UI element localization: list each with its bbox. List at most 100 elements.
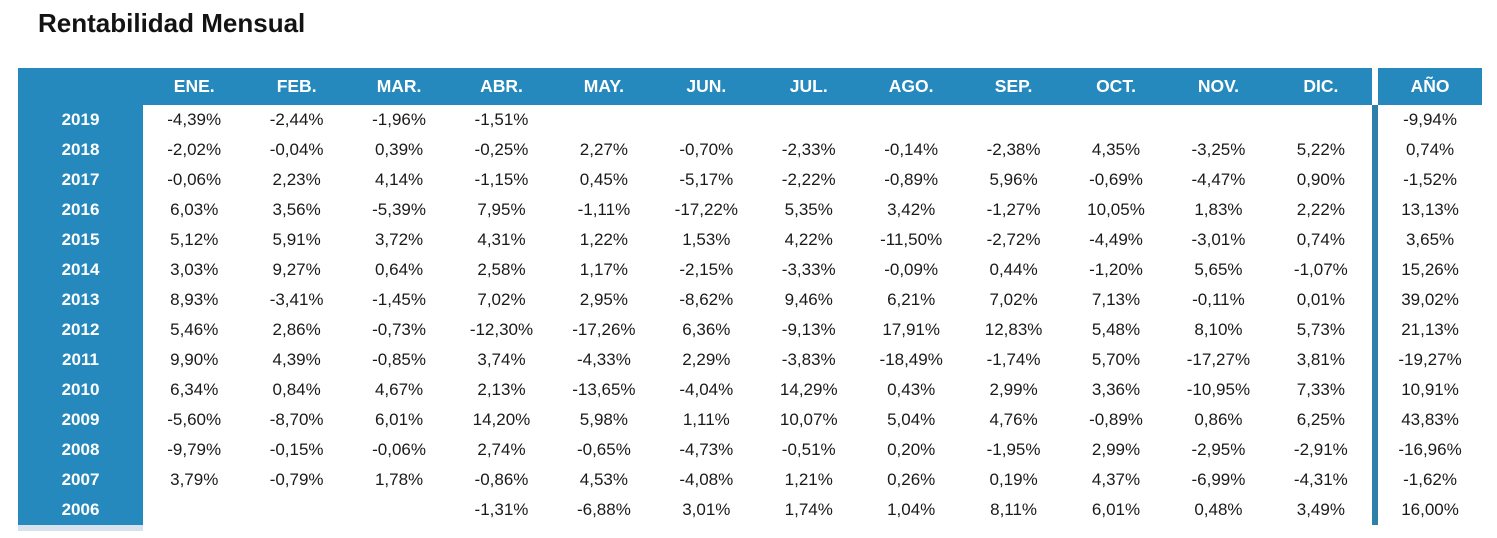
value-cell: 4,35% bbox=[1064, 135, 1168, 165]
ano-divider bbox=[1372, 495, 1379, 525]
table-row-2007: 2007 3,79% -0,79% 1,78% -0,86% 4,53% -4,08% 1,2… bbox=[18, 465, 1483, 495]
year-label-2006: 2006 bbox=[18, 495, 143, 525]
value-cell: -0,14% bbox=[859, 135, 963, 165]
value-cell: -1,07% bbox=[1269, 255, 1373, 285]
table-row-2010: 2010 6,34% 0,84% 4,67% 2,13% -13,65% -4,04% 14,… bbox=[18, 375, 1483, 405]
year-total-cell: 43,83% bbox=[1378, 405, 1483, 435]
value-cell: -9,13% bbox=[757, 315, 860, 345]
value-cell bbox=[1167, 105, 1270, 135]
value-cell: -5,17% bbox=[655, 165, 758, 195]
value-cell: 12,83% bbox=[962, 315, 1065, 345]
value-cell: -11,50% bbox=[859, 225, 963, 255]
year-total-cell: 3,65% bbox=[1378, 225, 1483, 255]
value-cell: 0,01% bbox=[1269, 285, 1373, 315]
value-cell: 8,11% bbox=[962, 495, 1065, 525]
value-cell: -3,01% bbox=[1167, 225, 1270, 255]
value-cell: -2,33% bbox=[757, 135, 860, 165]
value-cell: -10,95% bbox=[1167, 375, 1270, 405]
value-cell: 7,02% bbox=[450, 285, 553, 315]
value-cell: 5,98% bbox=[552, 405, 656, 435]
value-cell: -0,89% bbox=[1064, 405, 1168, 435]
value-cell: -1,74% bbox=[962, 345, 1065, 375]
value-cell: -4,47% bbox=[1167, 165, 1270, 195]
year-total-cell: 10,91% bbox=[1378, 375, 1483, 405]
value-cell: 2,13% bbox=[450, 375, 553, 405]
table-row-2009: 2009 -5,60% -8,70% 6,01% 14,20% 5,98% 1,11% 10,… bbox=[18, 405, 1483, 435]
value-cell: -4,08% bbox=[655, 465, 758, 495]
year-label-2017: 2017 bbox=[18, 165, 143, 195]
value-cell: 1,74% bbox=[757, 495, 860, 525]
column-header-mar: MAR. bbox=[347, 68, 451, 105]
ano-divider bbox=[1372, 345, 1379, 375]
value-cell bbox=[757, 105, 860, 135]
table-row-2008: 2008 -9,79% -0,15% -0,06% 2,74% -0,65% -4,73% -… bbox=[18, 435, 1483, 465]
value-cell bbox=[1269, 105, 1373, 135]
year-total-cell: 16,00% bbox=[1378, 495, 1483, 525]
ano-divider bbox=[1372, 195, 1379, 225]
column-header-sep: SEP. bbox=[962, 68, 1065, 105]
table-row-2011: 2011 9,90% 4,39% -0,85% 3,74% -4,33% 2,29% -3,8… bbox=[18, 345, 1483, 375]
value-cell: 6,34% bbox=[143, 375, 246, 405]
value-cell: 4,76% bbox=[962, 405, 1065, 435]
value-cell: 3,81% bbox=[1269, 345, 1373, 375]
value-cell: 6,03% bbox=[143, 195, 246, 225]
value-cell: -2,15% bbox=[655, 255, 758, 285]
value-cell: -2,44% bbox=[245, 105, 348, 135]
value-cell: 6,21% bbox=[859, 285, 963, 315]
year-label-2014: 2014 bbox=[18, 255, 143, 285]
value-cell: -2,22% bbox=[757, 165, 860, 195]
value-cell: 4,31% bbox=[450, 225, 553, 255]
value-cell: -17,22% bbox=[655, 195, 758, 225]
value-cell: -1,31% bbox=[450, 495, 553, 525]
value-cell: 4,37% bbox=[1064, 465, 1168, 495]
ano-divider bbox=[1372, 285, 1379, 315]
value-cell: 0,64% bbox=[347, 255, 451, 285]
value-cell bbox=[245, 495, 348, 525]
value-cell: 1,22% bbox=[552, 225, 656, 255]
value-cell: 9,46% bbox=[757, 285, 860, 315]
year-label-2019: 2019 bbox=[18, 105, 143, 135]
value-cell: 2,99% bbox=[1064, 435, 1168, 465]
column-header-ene: ENE. bbox=[143, 68, 246, 105]
year-total-cell: -1,62% bbox=[1378, 465, 1483, 495]
value-cell: 14,20% bbox=[450, 405, 553, 435]
value-cell: -0,25% bbox=[450, 135, 553, 165]
value-cell: 0,43% bbox=[859, 375, 963, 405]
value-cell: -0,89% bbox=[859, 165, 963, 195]
value-cell: -4,49% bbox=[1064, 225, 1168, 255]
value-cell: 2,95% bbox=[552, 285, 656, 315]
value-cell: 17,91% bbox=[859, 315, 963, 345]
value-cell: 3,01% bbox=[655, 495, 758, 525]
value-cell: -17,26% bbox=[552, 315, 656, 345]
value-cell bbox=[552, 105, 656, 135]
value-cell: 2,22% bbox=[1269, 195, 1373, 225]
value-cell: -2,72% bbox=[962, 225, 1065, 255]
value-cell: -0,11% bbox=[1167, 285, 1270, 315]
column-header-abr: ABR. bbox=[450, 68, 553, 105]
ano-divider bbox=[1372, 405, 1379, 435]
value-cell: 6,01% bbox=[347, 405, 451, 435]
value-cell: 0,84% bbox=[245, 375, 348, 405]
year-label-2010: 2010 bbox=[18, 375, 143, 405]
table-header-row: ENE. FEB. MAR. ABR. MAY. JUN. JUL. AGO. SEP. OCT.… bbox=[18, 68, 1483, 105]
value-cell: 4,14% bbox=[347, 165, 451, 195]
value-cell: 2,99% bbox=[962, 375, 1065, 405]
value-cell: -1,20% bbox=[1064, 255, 1168, 285]
value-cell: -2,02% bbox=[143, 135, 246, 165]
value-cell: 10,07% bbox=[757, 405, 860, 435]
value-cell: 0,45% bbox=[552, 165, 656, 195]
header-divider bbox=[1372, 68, 1379, 105]
year-total-cell: 15,26% bbox=[1378, 255, 1483, 285]
column-header-dic: DIC. bbox=[1269, 68, 1373, 105]
value-cell: -0,85% bbox=[347, 345, 451, 375]
year-label-2007: 2007 bbox=[18, 465, 143, 495]
value-cell: 4,67% bbox=[347, 375, 451, 405]
value-cell: -4,04% bbox=[655, 375, 758, 405]
value-cell: 2,74% bbox=[450, 435, 553, 465]
value-cell: -1,27% bbox=[962, 195, 1065, 225]
value-cell: -0,15% bbox=[245, 435, 348, 465]
value-cell: -1,15% bbox=[450, 165, 553, 195]
column-header-jun: JUN. bbox=[655, 68, 758, 105]
value-cell: 9,27% bbox=[245, 255, 348, 285]
value-cell: 14,29% bbox=[757, 375, 860, 405]
